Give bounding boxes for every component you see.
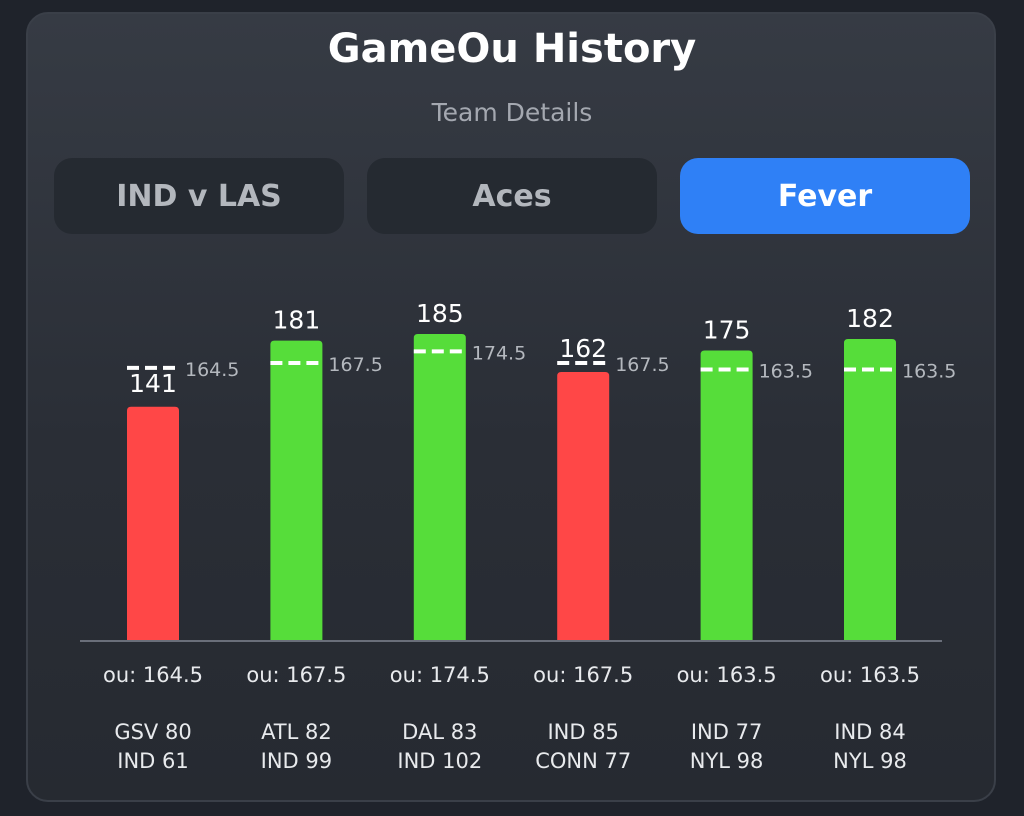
ou-tick-label: ou: 163.5: [677, 663, 777, 687]
score-line-2: IND 61: [117, 749, 188, 773]
score-line-1: IND 77: [691, 720, 762, 744]
tab-aces[interactable]: Aces: [367, 158, 657, 234]
bar[interactable]: [270, 340, 323, 640]
tab-fever[interactable]: Fever: [680, 158, 970, 234]
ou-line-label: 167.5: [615, 354, 669, 376]
score-line-1: IND 84: [834, 720, 905, 744]
value-label: 182: [846, 304, 894, 333]
value-label: 141: [129, 369, 177, 398]
ou-tick-label: ou: 167.5: [533, 663, 633, 687]
game-ou-card: [26, 12, 996, 802]
ou-line-label: 163.5: [902, 361, 956, 383]
value-label: 175: [703, 316, 751, 345]
ou-line-label: 174.5: [472, 342, 526, 364]
score-line-2: NYL 98: [833, 749, 907, 773]
page-subtitle: Team Details: [431, 98, 593, 127]
score-line-1: IND 85: [547, 720, 618, 744]
value-label: 181: [273, 306, 321, 335]
ou-line-label: 164.5: [185, 359, 239, 381]
bar[interactable]: [700, 350, 753, 640]
bar[interactable]: [413, 334, 466, 640]
ou-tick-label: ou: 163.5: [820, 663, 920, 687]
bar[interactable]: [557, 372, 610, 640]
page-title: GameOu History: [327, 26, 697, 72]
value-label: 185: [416, 299, 464, 328]
score-line-2: IND 102: [397, 749, 482, 773]
score-line-2: IND 99: [261, 749, 332, 773]
ou-tick-label: ou: 167.5: [246, 663, 346, 687]
score-line-1: GSV 80: [114, 720, 191, 744]
tab-matchup[interactable]: IND v LAS: [54, 158, 344, 234]
score-line-2: NYL 98: [690, 749, 764, 773]
score-line-1: ATL 82: [261, 720, 332, 744]
bar[interactable]: [127, 406, 179, 640]
ou-tick-label: ou: 174.5: [390, 663, 490, 687]
value-label: 162: [559, 334, 607, 363]
ou-tick-label: ou: 164.5: [103, 663, 203, 687]
ou-line-label: 163.5: [759, 361, 813, 383]
bar[interactable]: [844, 338, 896, 640]
score-line-2: CONN 77: [535, 749, 631, 773]
score-line-1: DAL 83: [402, 720, 477, 744]
ou-line-label: 167.5: [328, 354, 382, 376]
